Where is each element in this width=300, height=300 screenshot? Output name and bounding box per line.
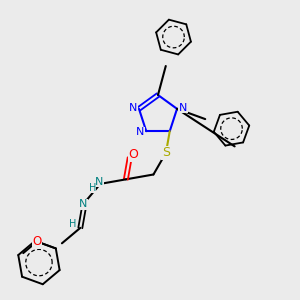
Text: O: O bbox=[129, 148, 139, 161]
Text: N: N bbox=[136, 127, 144, 137]
Text: H: H bbox=[69, 219, 76, 229]
Text: N: N bbox=[129, 103, 137, 113]
Text: H: H bbox=[88, 183, 96, 193]
Text: N: N bbox=[95, 177, 103, 187]
Text: S: S bbox=[162, 146, 170, 159]
Text: O: O bbox=[32, 235, 42, 248]
Text: N: N bbox=[79, 199, 87, 209]
Text: N: N bbox=[179, 103, 187, 113]
